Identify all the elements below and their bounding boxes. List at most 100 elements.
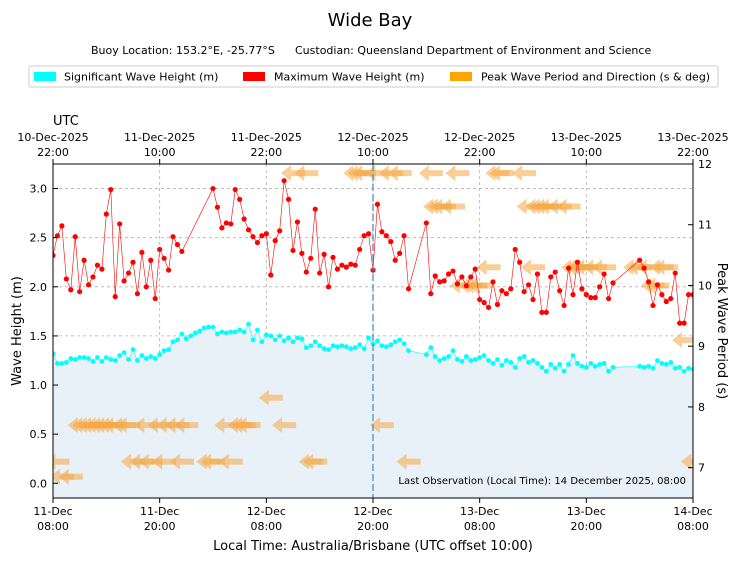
x-tick-date: 11-Dec [140, 505, 179, 518]
hmax-point [330, 254, 336, 260]
hmax-point [85, 282, 92, 288]
hmax-point [641, 265, 647, 271]
hmax-point [317, 270, 323, 276]
period-direction-arrow [214, 417, 239, 434]
hsig-point [583, 364, 589, 370]
hmax-point [668, 295, 674, 302]
hsig-point [263, 332, 269, 338]
hsig-point [579, 363, 585, 369]
y-tick-label: 3.0 [30, 183, 48, 196]
hsig-point [521, 354, 527, 359]
hmax-point [454, 281, 461, 287]
hmax-point [645, 279, 652, 285]
hmax-point [428, 291, 434, 297]
hmax-point [72, 234, 78, 240]
hmax-point [53, 252, 56, 258]
hmax-point [392, 257, 398, 263]
hsig-point [246, 321, 251, 327]
hmax-point [254, 239, 261, 246]
hsig-point [277, 333, 283, 339]
hmax-point [388, 239, 394, 245]
hmax-point [659, 292, 665, 298]
hsig-point [135, 358, 140, 363]
period-direction-arrow [418, 165, 443, 182]
hmax-point [63, 276, 69, 282]
hsig-point [566, 362, 571, 367]
utc-label: UTC [53, 114, 79, 129]
hsig-point [117, 353, 123, 358]
hmax-point [308, 255, 314, 261]
hsig-point [317, 343, 323, 349]
hmax-point [241, 216, 247, 222]
hsig-point [188, 333, 194, 339]
hmax-point [237, 196, 243, 202]
buoy-location: Buoy Location: 153.2°E, -25.77°S [91, 44, 275, 57]
period-direction-arrow [116, 417, 141, 434]
hmax-point [339, 262, 345, 268]
hmax-point [245, 227, 252, 233]
hsig-point [641, 364, 647, 370]
y2-tick-label: 11 [698, 219, 712, 232]
hsig-point [686, 365, 691, 371]
hmax-point [485, 304, 492, 311]
y2-tick-label: 7 [698, 462, 705, 475]
hmax-point [379, 229, 385, 235]
hsig-series [53, 321, 693, 374]
x2-tick-time: 22:00 [250, 146, 282, 159]
hmax-point [214, 204, 221, 210]
hmax-point [157, 246, 163, 253]
y-tick-label: 0.0 [30, 477, 48, 490]
y2-tick-label: 9 [698, 340, 705, 353]
hmax-point [605, 295, 612, 302]
hsig-point [650, 365, 656, 371]
hmax-point [285, 196, 292, 202]
hsig-point [197, 328, 203, 334]
hsig-point [228, 329, 234, 335]
period-direction-arrow [592, 259, 617, 276]
y-tick-label: 2.5 [30, 232, 48, 245]
hsig-point [552, 365, 558, 371]
x-tick-date: 12-Dec [247, 505, 286, 518]
hmax-point [405, 286, 412, 292]
period-direction-arrow [467, 277, 492, 294]
hsig-area [53, 324, 693, 498]
period-direction-arrow [654, 259, 679, 276]
hmax-point [637, 257, 643, 263]
custodian: Custodian: Queensland Department of Envi… [295, 44, 651, 57]
hsig-point [543, 368, 549, 374]
hmax-point [134, 291, 141, 297]
hmax-point [570, 292, 576, 298]
x2-tick-date: 11-Dec-2025 [124, 131, 195, 144]
y-tick-label: 1.5 [30, 330, 48, 343]
hsig-point [72, 357, 78, 362]
hsig-point [303, 345, 309, 351]
hsig-point [290, 339, 296, 345]
hsig-point [210, 324, 216, 330]
axes: 0.0 0.5 1.0 1.5 2.0 2.5 3.0 7 8 9 10 11 12 11-Dec 08:0… [17, 131, 728, 533]
legend-swatch-period [450, 72, 472, 81]
hsig-point [232, 329, 238, 335]
hmax-point [272, 238, 278, 244]
hmax-point [450, 268, 456, 274]
period-direction-arrow [352, 165, 377, 182]
hsig-point [348, 346, 354, 352]
hmax-point [685, 292, 692, 298]
hmax-point [459, 274, 465, 280]
x-tick-time: 20:00 [357, 520, 389, 533]
hmax-point [139, 249, 145, 256]
hmax-point [677, 320, 683, 326]
hsig-point [170, 339, 176, 345]
hsig-point [223, 330, 229, 336]
hmax-point [494, 301, 501, 308]
hmax-point [423, 220, 429, 226]
hmax-point [472, 266, 478, 272]
x-tick-date: 13-Dec [460, 505, 499, 518]
hmax-point [499, 288, 505, 294]
period-direction-arrow [396, 453, 421, 470]
hsig-point [535, 361, 540, 366]
hmax-point [312, 206, 318, 212]
hsig-point [339, 343, 345, 349]
hsig-point [561, 368, 567, 374]
x2-tick-time: 10:00 [357, 146, 389, 159]
period-direction-arrow [281, 165, 305, 182]
